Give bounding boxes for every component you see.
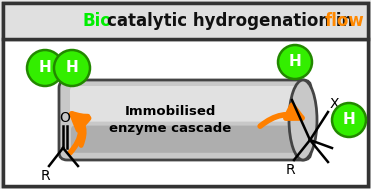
Circle shape [27, 50, 63, 86]
Text: catalytic hydrogenation in: catalytic hydrogenation in [107, 12, 359, 30]
Circle shape [54, 50, 90, 86]
Text: H: H [289, 54, 301, 70]
FancyArrowPatch shape [260, 105, 302, 126]
Text: H: H [39, 60, 51, 75]
FancyBboxPatch shape [71, 126, 299, 153]
Text: Bio: Bio [82, 12, 112, 30]
FancyBboxPatch shape [59, 80, 311, 160]
Text: R: R [40, 169, 50, 183]
Text: X: X [329, 97, 339, 111]
Bar [3, 39, 368, 186]
Circle shape [278, 45, 312, 79]
FancyBboxPatch shape [70, 86, 300, 122]
Text: R: R [285, 163, 295, 177]
Text: H: H [66, 60, 78, 75]
FancyArrowPatch shape [70, 114, 89, 153]
Circle shape [332, 103, 366, 137]
Text: flow: flow [325, 12, 365, 30]
Text: O: O [60, 111, 70, 125]
FancyArrowPatch shape [74, 116, 88, 146]
Text: Immobilised
enzyme cascade: Immobilised enzyme cascade [109, 105, 231, 135]
Text: H: H [343, 112, 355, 128]
Ellipse shape [289, 80, 317, 160]
Bar [3, 3, 368, 39]
